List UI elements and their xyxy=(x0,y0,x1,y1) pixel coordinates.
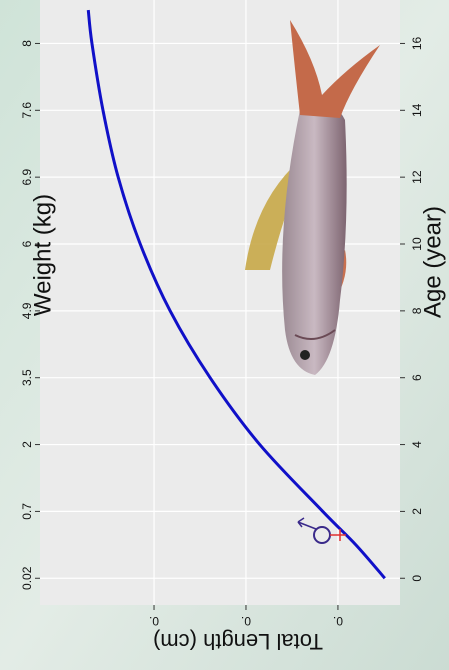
weight-tick-label: 7.6 xyxy=(20,102,34,119)
x-tick-label: 10 xyxy=(410,237,424,251)
weight-tick-label: 6.9 xyxy=(20,168,34,185)
fish-image xyxy=(245,20,380,375)
y-axis-title: Total Length (cm) xyxy=(153,629,323,654)
x-tick-label: 0 xyxy=(410,575,424,582)
weight-tick-label: 3.5 xyxy=(20,369,34,386)
x-tick-label: 2 xyxy=(410,508,424,515)
weight-tick-label: 2 xyxy=(20,441,34,448)
weight-tick-label: 6 xyxy=(20,240,34,247)
secondary-axis-title: Weight (kg) xyxy=(29,194,56,316)
weight-tick-label: 8 xyxy=(20,40,34,47)
y-tick-label: 0. xyxy=(333,614,343,628)
weight-tick-label: 4.9 xyxy=(20,302,34,319)
sex-symbol xyxy=(297,517,346,544)
x-tick-label: 12 xyxy=(410,170,424,184)
x-axis-title: Age (year) xyxy=(419,206,446,318)
weight-tick-label: 0.02 xyxy=(20,566,34,590)
x-tick-label: 4 xyxy=(410,441,424,448)
growth-curve xyxy=(86,9,386,580)
weight-tick-label: 0.7 xyxy=(20,503,34,520)
x-tick-label: 16 xyxy=(410,36,424,50)
x-tick-label: 8 xyxy=(410,307,424,314)
x-tick-label: 6 xyxy=(410,374,424,381)
x-tick-label: 14 xyxy=(410,103,424,117)
y-tick-label: 0. xyxy=(241,614,251,628)
y-tick-label: 0. xyxy=(149,614,159,628)
